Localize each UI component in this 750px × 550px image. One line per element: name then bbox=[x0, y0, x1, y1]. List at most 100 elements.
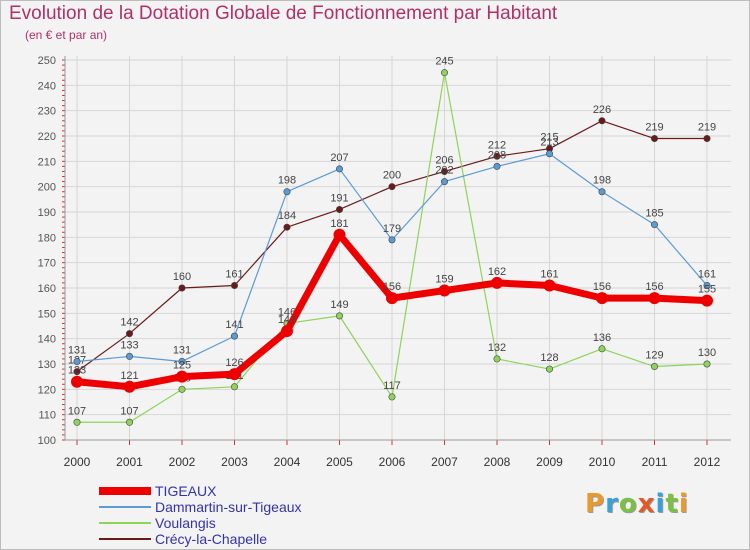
data-label-dammartin-sur-tigeaux: 131 bbox=[173, 344, 191, 356]
data-label-dammartin-sur-tigeaux: 185 bbox=[645, 208, 663, 220]
x-tick-label: 2008 bbox=[484, 455, 511, 469]
data-point-tigeaux bbox=[543, 279, 556, 292]
data-point-cr-cy-la-chapelle bbox=[493, 152, 501, 160]
data-point-dammartin-sur-tigeaux bbox=[440, 178, 448, 186]
data-point-dammartin-sur-tigeaux bbox=[283, 188, 291, 196]
x-tick-label: 2011 bbox=[642, 455, 668, 469]
data-point-cr-cy-la-chapelle bbox=[126, 330, 134, 338]
legend-label: Voulangis bbox=[155, 515, 216, 531]
data-label-voulangis: 107 bbox=[68, 405, 86, 417]
logo-letter: o bbox=[618, 489, 638, 519]
data-point-cr-cy-la-chapelle bbox=[283, 223, 291, 231]
data-label-voulangis: 128 bbox=[540, 352, 558, 364]
data-point-tigeaux bbox=[333, 228, 346, 241]
data-label-tigeaux: 123 bbox=[68, 365, 86, 377]
data-point-tigeaux bbox=[701, 294, 713, 307]
x-tick-label: 2000 bbox=[64, 455, 91, 469]
x-tick-label: 2004 bbox=[274, 455, 301, 469]
data-point-dammartin-sur-tigeaux bbox=[703, 281, 711, 289]
x-tick-label: 2012 bbox=[694, 455, 721, 469]
data-label-dammartin-sur-tigeaux: 198 bbox=[278, 175, 296, 187]
data-point-voulangis bbox=[73, 418, 81, 426]
data-label-tigeaux: 162 bbox=[488, 266, 506, 278]
legend-swatch bbox=[99, 538, 151, 540]
y-tick-label: 150 bbox=[38, 308, 56, 320]
y-tick-label: 210 bbox=[38, 156, 56, 168]
data-label-tigeaux: 181 bbox=[330, 218, 348, 230]
data-label-voulangis: 129 bbox=[645, 350, 663, 362]
data-label-tigeaux: 143 bbox=[278, 314, 296, 326]
data-label-cr-cy-la-chapelle: 226 bbox=[593, 104, 611, 116]
x-tick-label: 2003 bbox=[221, 455, 248, 469]
y-tick-label: 180 bbox=[38, 232, 56, 244]
data-point-cr-cy-la-chapelle bbox=[178, 284, 186, 292]
data-label-voulangis: 130 bbox=[698, 347, 716, 359]
data-point-cr-cy-la-chapelle bbox=[650, 135, 658, 143]
legend-swatch bbox=[99, 506, 151, 508]
proxiti-logo: Proxiti bbox=[585, 489, 689, 519]
data-point-dammartin-sur-tigeaux bbox=[73, 357, 81, 365]
data-label-dammartin-sur-tigeaux: 133 bbox=[120, 339, 138, 351]
legend-swatch bbox=[99, 487, 151, 495]
logo-letter: i bbox=[655, 489, 666, 519]
data-label-cr-cy-la-chapelle: 160 bbox=[173, 271, 191, 283]
chart-title: Evolution de la Dotation Globale de Fonc… bbox=[9, 3, 558, 24]
data-label-dammartin-sur-tigeaux: 161 bbox=[698, 268, 716, 280]
data-label-voulangis: 117 bbox=[383, 380, 401, 392]
data-label-cr-cy-la-chapelle: 184 bbox=[278, 210, 296, 222]
data-point-dammartin-sur-tigeaux bbox=[178, 357, 186, 365]
data-point-voulangis bbox=[598, 345, 606, 353]
data-point-tigeaux bbox=[71, 375, 83, 388]
data-label-tigeaux: 156 bbox=[383, 281, 401, 293]
y-tick-label: 110 bbox=[38, 410, 56, 422]
data-label-voulangis: 132 bbox=[488, 342, 506, 354]
x-tick-label: 2007 bbox=[431, 455, 458, 469]
logo-letter: i bbox=[678, 489, 689, 519]
data-point-dammartin-sur-tigeaux bbox=[126, 352, 134, 360]
data-label-dammartin-sur-tigeaux: 213 bbox=[540, 137, 558, 149]
data-label-cr-cy-la-chapelle: 212 bbox=[488, 139, 506, 151]
data-point-voulangis bbox=[178, 385, 186, 393]
data-point-dammartin-sur-tigeaux bbox=[598, 188, 606, 196]
data-point-tigeaux bbox=[281, 325, 293, 338]
legend-label: TIGEAUX bbox=[155, 483, 217, 499]
logo-letter: x bbox=[637, 489, 656, 519]
data-point-voulangis bbox=[703, 360, 711, 368]
data-label-voulangis: 149 bbox=[330, 299, 348, 311]
y-tick-label: 170 bbox=[38, 258, 56, 270]
data-point-cr-cy-la-chapelle bbox=[335, 205, 343, 213]
data-point-tigeaux bbox=[648, 292, 661, 305]
data-label-cr-cy-la-chapelle: 200 bbox=[383, 170, 401, 182]
y-tick-label: 230 bbox=[38, 106, 56, 118]
y-tick-label: 190 bbox=[38, 207, 56, 219]
data-label-dammartin-sur-tigeaux: 131 bbox=[68, 344, 86, 356]
data-point-dammartin-sur-tigeaux bbox=[493, 162, 501, 170]
x-tick-label: 2002 bbox=[169, 455, 196, 469]
x-tick-label: 2006 bbox=[379, 455, 406, 469]
y-tick-label: 250 bbox=[38, 55, 56, 67]
data-label-tigeaux: 161 bbox=[540, 268, 558, 280]
data-label-cr-cy-la-chapelle: 142 bbox=[120, 317, 138, 329]
data-point-tigeaux bbox=[123, 380, 136, 393]
data-point-tigeaux bbox=[596, 292, 608, 305]
y-tick-label: 130 bbox=[38, 359, 56, 371]
data-point-cr-cy-la-chapelle bbox=[231, 281, 239, 289]
data-point-cr-cy-la-chapelle bbox=[703, 135, 711, 143]
x-tick-label: 2009 bbox=[536, 455, 563, 469]
data-label-dammartin-sur-tigeaux: 179 bbox=[383, 223, 401, 235]
logo-letter: r bbox=[605, 489, 619, 519]
y-tick-label: 240 bbox=[38, 80, 56, 92]
x-tick-label: 2005 bbox=[326, 455, 353, 469]
data-point-cr-cy-la-chapelle bbox=[388, 183, 396, 191]
data-point-voulangis bbox=[493, 355, 501, 363]
data-label-tigeaux: 156 bbox=[593, 281, 611, 293]
data-label-tigeaux: 155 bbox=[698, 284, 716, 296]
data-point-dammartin-sur-tigeaux bbox=[335, 165, 343, 173]
data-label-voulangis: 107 bbox=[120, 405, 138, 417]
data-point-dammartin-sur-tigeaux bbox=[650, 221, 658, 229]
x-tick-label: 2010 bbox=[589, 455, 616, 469]
data-label-tigeaux: 126 bbox=[225, 357, 243, 369]
data-point-cr-cy-la-chapelle bbox=[598, 117, 606, 125]
data-point-tigeaux bbox=[228, 368, 241, 381]
